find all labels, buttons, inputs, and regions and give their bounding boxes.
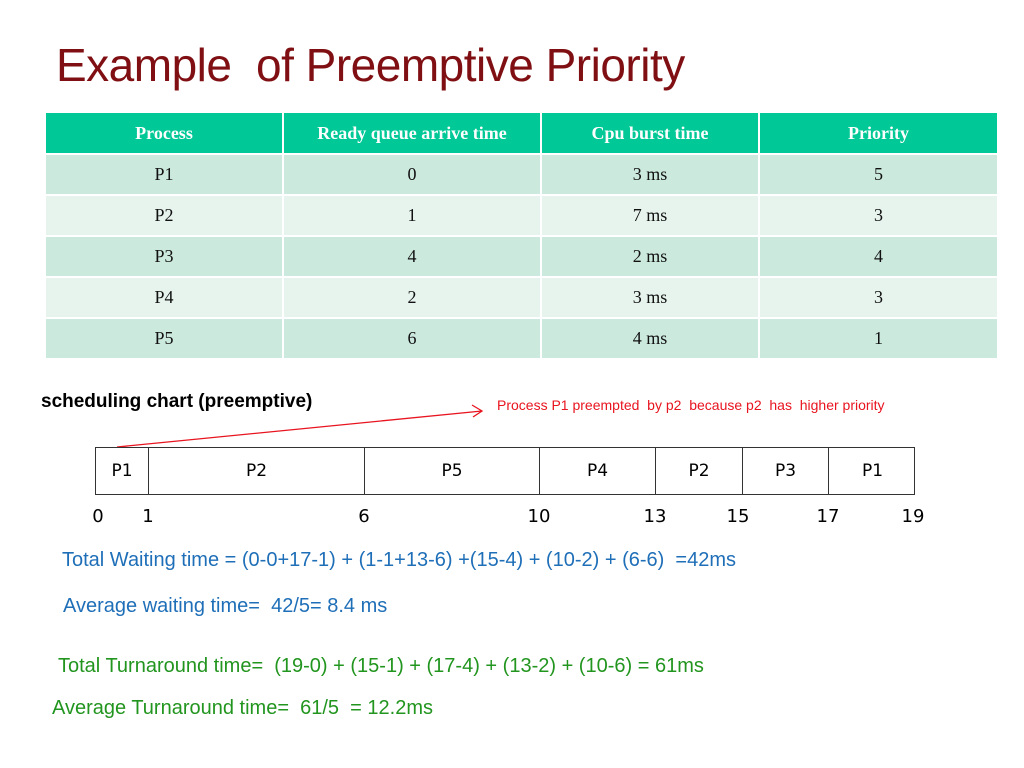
table-header-row: Process Ready queue arrive time Cpu burs… [44,111,999,155]
table-row: P4 2 3 ms 3 [44,276,999,319]
time-tick: 10 [527,506,551,527]
cell-priority: 5 [758,153,999,196]
cell-process: P3 [44,235,284,278]
cell-priority: 3 [758,276,999,319]
cell-burst-time: 2 ms [540,235,760,278]
cell-burst-time: 7 ms [540,194,760,237]
average-turnaround-time: Average Turnaround time= 61/5 = 12.2ms [52,697,433,719]
column-header-priority: Priority [758,111,999,155]
time-tick: 0 [92,506,104,527]
cell-burst-time: 3 ms [540,153,760,196]
cell-arrive-time: 0 [282,153,542,196]
cell-process: P1 [44,153,284,196]
total-turnaround-time: Total Turnaround time= (19-0) + (15-1) +… [58,655,704,677]
gantt-segment: P1 [96,448,149,494]
cell-burst-time: 4 ms [540,317,760,360]
cell-process: P2 [44,194,284,237]
cell-priority: 1 [758,317,999,360]
scheduling-chart-label: scheduling chart (preemptive) [41,391,313,412]
table-row: P5 6 4 ms 1 [44,317,999,360]
gantt-chart: P1 P2 P5 P4 P2 P3 P1 [95,447,915,495]
gantt-segment: P5 [365,448,540,494]
cell-arrive-time: 2 [282,276,542,319]
gantt-segment: P1 [861,461,884,481]
time-tick: 1 [142,506,154,527]
gantt-segment: P4 [540,448,656,494]
average-waiting-time: Average waiting time= 42/5= 8.4 ms [63,595,388,617]
preemption-note: Process P1 preempted by p2 because p2 ha… [497,397,885,413]
gantt-segment: P2 [149,448,365,494]
time-tick: 6 [358,506,370,527]
page-title: Example of Preemptive Priority [56,39,685,91]
cell-priority: 4 [758,235,999,278]
cell-process: P5 [44,317,284,360]
cell-burst-time: 3 ms [540,276,760,319]
column-header-burst-time: Cpu burst time [540,111,760,155]
process-table: Process Ready queue arrive time Cpu burs… [44,111,999,360]
gantt-segment: P2 [656,448,743,494]
time-tick: 19 [901,506,925,527]
time-tick: 17 [816,506,840,527]
cell-arrive-time: 6 [282,317,542,360]
column-header-arrive-time: Ready queue arrive time [282,111,542,155]
gantt-segment: P3 [743,448,829,494]
cell-process: P4 [44,276,284,319]
time-tick: 15 [726,506,750,527]
time-tick: 13 [643,506,667,527]
table-row: P1 0 3 ms 5 [44,153,999,196]
table-row: P3 4 2 ms 4 [44,235,999,278]
cell-arrive-time: 4 [282,235,542,278]
cell-arrive-time: 1 [282,194,542,237]
column-header-process: Process [44,111,284,155]
total-waiting-time: Total Waiting time = (0-0+17-1) + (1-1+1… [62,549,736,571]
table-row: P2 1 7 ms 3 [44,194,999,237]
cell-priority: 3 [758,194,999,237]
